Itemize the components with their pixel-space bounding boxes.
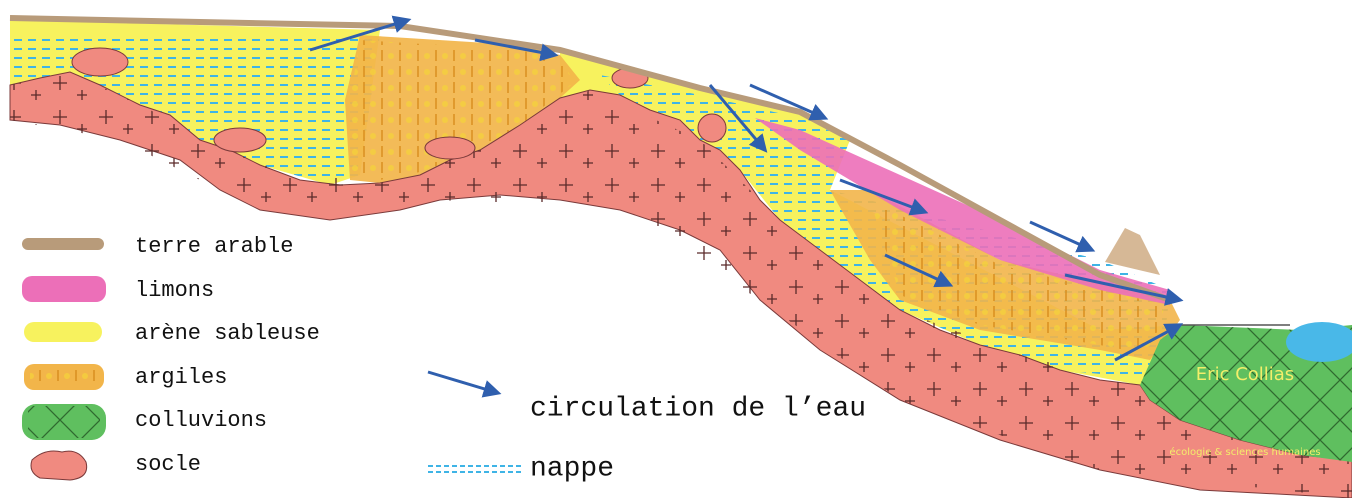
legend-label: limons <box>135 278 214 303</box>
legend-label: argiles <box>135 365 227 390</box>
terre-arable-mound <box>1105 228 1160 275</box>
legend-circulation: circulation de l’eau <box>530 393 866 424</box>
water-arrows <box>309 15 1184 362</box>
socle-crosses <box>10 72 1352 498</box>
legend-nappe-label: nappe <box>530 453 614 484</box>
swatch-argiles-pattern <box>30 368 98 386</box>
legend-arrow <box>427 370 502 398</box>
legend: terre arable limons arène sableuse argil… <box>22 234 866 484</box>
socle-block <box>71 47 129 77</box>
socle-block <box>424 136 476 160</box>
legend-label: terre arable <box>135 234 293 259</box>
swatch-arene <box>24 322 102 342</box>
legend-label: colluvions <box>135 408 267 433</box>
swatch-colluvions-hatch <box>28 406 100 438</box>
swatch-terre-arable <box>22 238 104 250</box>
socle-block <box>697 113 727 143</box>
legend-label: arène sableuse <box>135 321 320 346</box>
terre-arable <box>9 15 1172 303</box>
socle-block <box>213 127 267 153</box>
legend-label: socle <box>135 452 201 477</box>
colluvions-hatch <box>1140 325 1352 462</box>
argiles <box>350 40 575 180</box>
argiles <box>870 200 1165 355</box>
watermark-subtitle: écologie & sciences humaines <box>1169 446 1320 458</box>
watermark-name: Eric Collias <box>1196 364 1294 385</box>
pond <box>1286 322 1352 362</box>
swatch-socle <box>30 450 88 481</box>
cross-section: Eric Collias écologie & sciences humaine… <box>9 15 1352 498</box>
swatch-limons <box>22 276 106 302</box>
